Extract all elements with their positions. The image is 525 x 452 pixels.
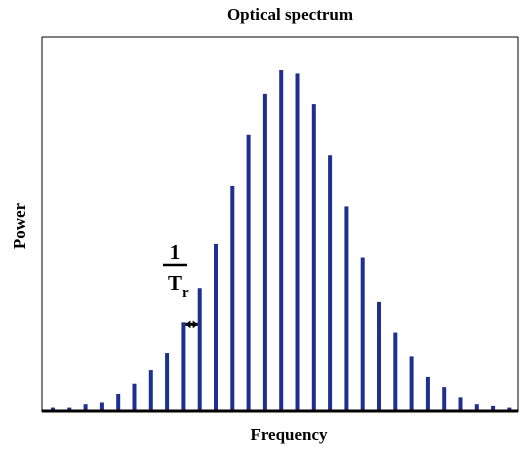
spectrum-bar	[99, 402, 104, 412]
spectrum-bars	[51, 70, 512, 412]
spectrum-bar	[148, 370, 153, 411]
spacing-arrow-head-left	[185, 320, 191, 329]
spectrum-bar	[214, 243, 218, 411]
spectrum-bar	[230, 185, 235, 411]
spectrum-bar	[311, 104, 316, 411]
spectrum-bar	[474, 404, 479, 411]
spectrum-bar	[507, 407, 512, 411]
spectrum-bar	[83, 404, 88, 411]
annotation-denominator-letter: T	[168, 271, 182, 295]
spectrum-bar	[262, 93, 267, 412]
spectrum-bar	[393, 332, 398, 411]
annotation-subscript: r	[182, 285, 189, 301]
spectrum-bar	[328, 155, 333, 411]
spectrum-bar	[279, 70, 284, 411]
spectrum-bar	[51, 407, 55, 411]
spectrum-bar	[425, 376, 430, 411]
x-axis-label: Frequency	[250, 425, 328, 444]
spacing-annotation: 1 Tr	[163, 240, 198, 329]
spectrum-bar	[442, 387, 447, 411]
annotation-numerator: 1	[170, 240, 181, 264]
spectrum-bar	[197, 288, 202, 411]
spectrum-bar	[344, 206, 349, 411]
spectrum-bar	[132, 383, 137, 411]
spacing-arrow	[185, 320, 198, 329]
spectrum-bar	[377, 301, 381, 411]
annotation-denominator: Tr	[168, 271, 189, 301]
spectrum-bar	[295, 73, 300, 411]
y-axis-label: Power	[10, 202, 29, 249]
spectrum-bar	[181, 322, 186, 411]
spectrum-bar	[360, 257, 365, 411]
spectrum-bar	[116, 393, 121, 411]
spectrum-bar	[491, 405, 496, 411]
spectrum-bar	[409, 356, 414, 411]
spectrum-bar	[458, 397, 463, 411]
spectrum-bar	[165, 353, 170, 411]
spectrum-bar	[67, 407, 72, 411]
spacing-arrow-head-right	[192, 320, 198, 329]
spectrum-bar	[246, 134, 251, 412]
chart-title: Optical spectrum	[227, 5, 353, 24]
